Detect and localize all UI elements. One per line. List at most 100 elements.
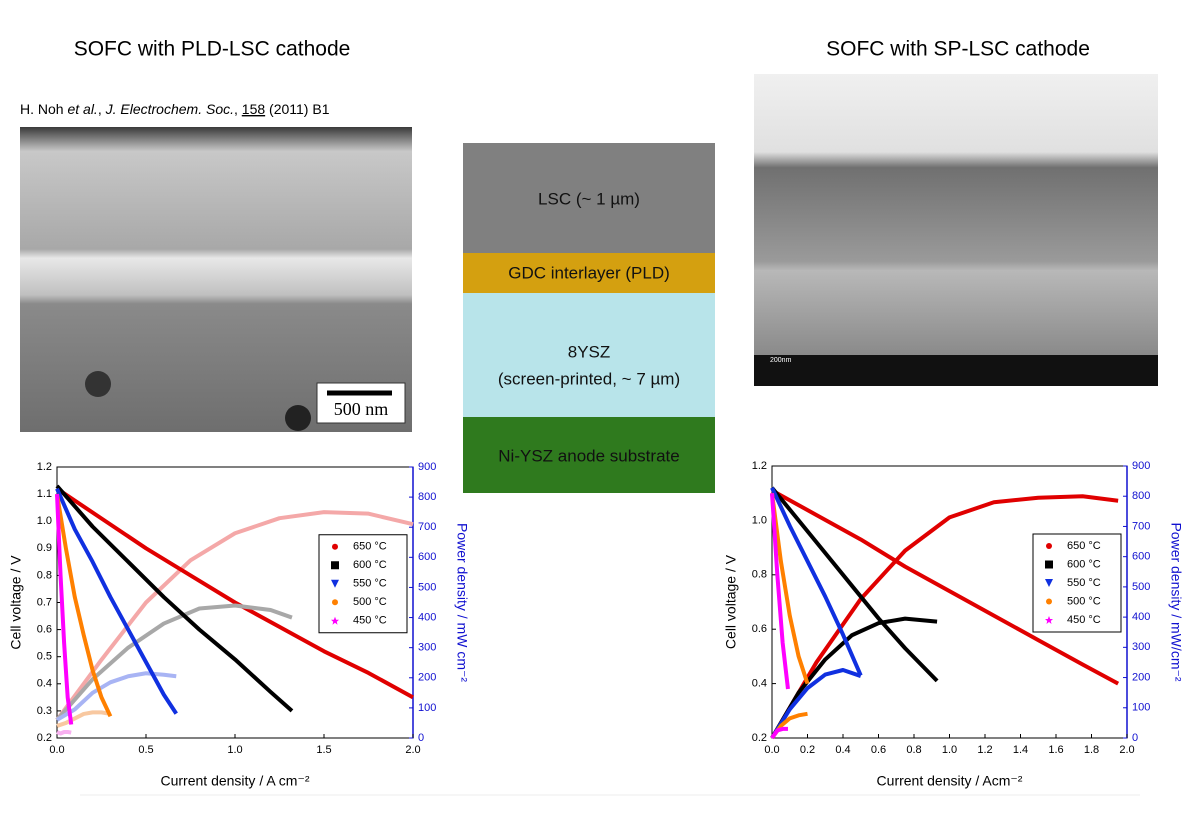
y2-tick-label: 600 [418, 551, 436, 563]
legend-label: 550 °C [353, 578, 387, 590]
voltage-curve [55, 487, 414, 700]
legend-marker [331, 579, 339, 588]
legend-label: 550 °C [1067, 577, 1101, 589]
y2-tick-label: 800 [418, 491, 436, 503]
layer-label: 8YSZ [568, 342, 611, 361]
x-tick-label: 1.8 [1084, 744, 1099, 756]
y2-axis-label: Power density / mW cm⁻² [454, 523, 470, 682]
power-curve [55, 603, 293, 722]
power-curve [55, 671, 177, 722]
legend-marker [1045, 579, 1053, 587]
y-tick-label: 1.2 [752, 460, 767, 472]
y2-tick-label: 200 [1132, 671, 1150, 683]
y-tick-label: 0.9 [37, 542, 52, 554]
y-axis-label: Cell voltage / V [8, 555, 24, 650]
y2-tick-label: 400 [1132, 611, 1150, 623]
power-curve [770, 616, 938, 740]
scale-text: 500 nm [334, 399, 389, 419]
legend-label: 450 °C [353, 615, 387, 627]
layer-ysz [463, 293, 715, 417]
y-tick-label: 1.1 [37, 488, 52, 500]
x-tick-label: 2.0 [405, 744, 420, 756]
x-tick-label: 1.2 [977, 744, 992, 756]
sem-image-right [754, 74, 1158, 386]
layer-gdc [463, 253, 715, 293]
y-tick-label: 0.6 [752, 623, 767, 635]
y2-tick-label: 900 [418, 461, 436, 473]
x-axis-label: Current density / A cm⁻² [161, 773, 310, 789]
scale-box [316, 382, 406, 424]
scale-text: 200nm [770, 357, 792, 364]
y2-tick-label: 300 [1132, 641, 1150, 653]
x-tick-label: 0.4 [835, 744, 850, 756]
y2-axis-label: Power density / mW/cm⁻² [1168, 522, 1184, 681]
voltage-curve [55, 493, 113, 718]
y-tick-label: 1.0 [752, 514, 767, 526]
y2-tick-label: 800 [1132, 490, 1150, 502]
voltage-curve [770, 493, 790, 690]
x-tick-label: 1.0 [227, 744, 242, 756]
title-left: SOFC with PLD-LSC cathode [74, 38, 351, 61]
layer-label: (screen-printed, ~ 7 µm) [498, 369, 680, 388]
voltage-curve [55, 484, 294, 713]
legend-marker [1045, 616, 1053, 624]
y-tick-label: 0.4 [37, 678, 52, 690]
y-axis-label: Cell voltage / V [723, 554, 739, 649]
legend-label: 600 °C [353, 559, 387, 571]
y-tick-label: 1.2 [37, 461, 52, 473]
voltage-curve [770, 486, 863, 677]
legend-marker [332, 543, 338, 550]
legend-label: 500 °C [353, 596, 387, 608]
y-tick-label: 0.8 [37, 569, 52, 581]
x-tick-label: 0.6 [871, 744, 886, 756]
legend-label: 650 °C [353, 541, 387, 553]
x-axis-label: Current density / Acm⁻² [877, 773, 1023, 789]
y-tick-label: 0.2 [37, 732, 52, 744]
y2-tick-label: 700 [1132, 520, 1150, 532]
y-tick-label: 0.2 [752, 732, 767, 744]
x-tick-label: 2.0 [1119, 744, 1134, 756]
y2-tick-label: 700 [418, 521, 436, 533]
y-tick-label: 0.5 [37, 651, 52, 663]
legend-marker [331, 616, 339, 625]
x-tick-label: 0.2 [800, 744, 815, 756]
y2-tick-label: 600 [1132, 551, 1150, 563]
y2-tick-label: 200 [418, 672, 436, 684]
voltage-curve [771, 488, 1120, 686]
y2-tick-label: 100 [418, 702, 436, 714]
layer-label: GDC interlayer (PLD) [508, 263, 670, 282]
x-tick-label: 1.4 [1013, 744, 1028, 756]
y-tick-label: 0.7 [37, 596, 52, 608]
citation: H. Noh et al., J. Electrochem. Soc., 158… [20, 101, 330, 117]
layer-label: Ni-YSZ anode substrate [498, 446, 679, 465]
legend-label: 450 °C [1067, 614, 1101, 626]
title-right: SOFC with SP-LSC cathode [826, 38, 1090, 61]
x-tick-label: 0.8 [906, 744, 921, 756]
y2-tick-label: 100 [1132, 702, 1150, 714]
power-curve [56, 729, 72, 736]
x-tick-label: 1.0 [942, 744, 957, 756]
voltage-curve [770, 486, 939, 683]
power-curve [770, 494, 1119, 740]
y-tick-label: 0.4 [752, 678, 767, 690]
y-tick-label: 0.8 [752, 569, 767, 581]
x-tick-label: 1.6 [1048, 744, 1063, 756]
legend-marker [1046, 543, 1052, 549]
voltage-curve [55, 494, 74, 725]
legend-label: 500 °C [1067, 595, 1101, 607]
layer-label: LSC (~ 1 µm) [538, 189, 640, 208]
y-tick-label: 0.3 [37, 705, 52, 717]
y2-tick-label: 300 [418, 642, 436, 654]
x-tick-label: 0.5 [138, 744, 153, 756]
voltage-curve [55, 487, 178, 715]
power-curve [770, 668, 862, 740]
y2-tick-label: 500 [418, 581, 436, 593]
power-curve [56, 710, 111, 728]
x-tick-label: 0.0 [49, 744, 64, 756]
layer-lsc [463, 143, 715, 253]
sem-particle [285, 405, 311, 431]
sem-particle [85, 371, 111, 397]
y2-tick-label: 0 [418, 732, 424, 744]
legend-marker [1046, 598, 1052, 605]
